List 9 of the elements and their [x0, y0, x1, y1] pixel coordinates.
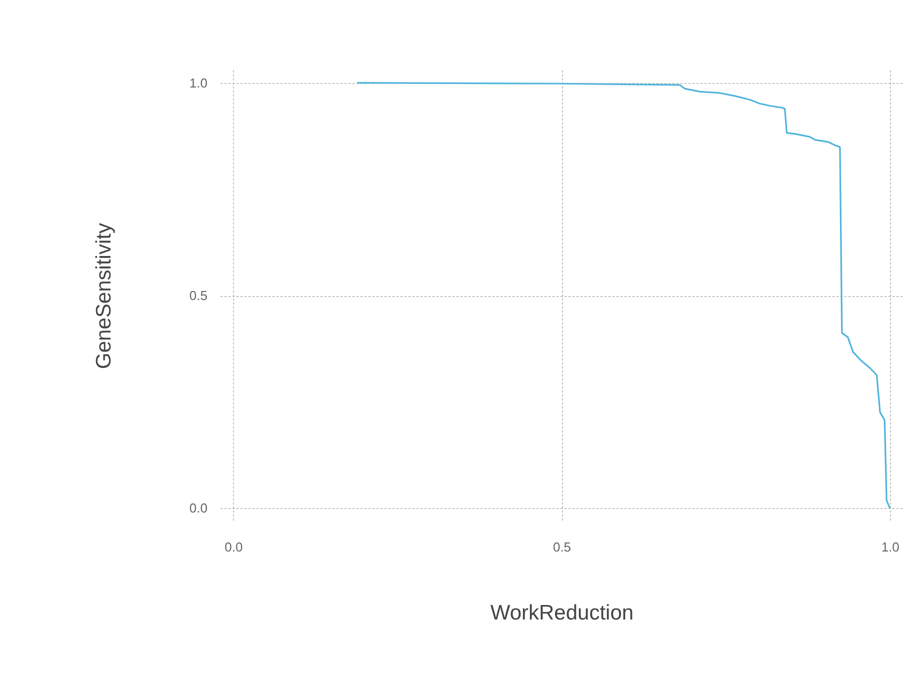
y-axis-title: GeneSensitivity: [92, 222, 116, 369]
y-tick-label: 0.5: [189, 288, 208, 303]
x-axis-title: WorkReduction: [490, 602, 634, 624]
y-tick-label: 1.0: [189, 75, 208, 90]
x-tick-label: 0.0: [224, 540, 243, 554]
y-tick-label: 0.0: [189, 500, 208, 516]
x-tick-label: 0.5: [552, 540, 572, 554]
line-series: [356, 82, 891, 510]
x-tick-label: 1.0: [881, 540, 900, 554]
